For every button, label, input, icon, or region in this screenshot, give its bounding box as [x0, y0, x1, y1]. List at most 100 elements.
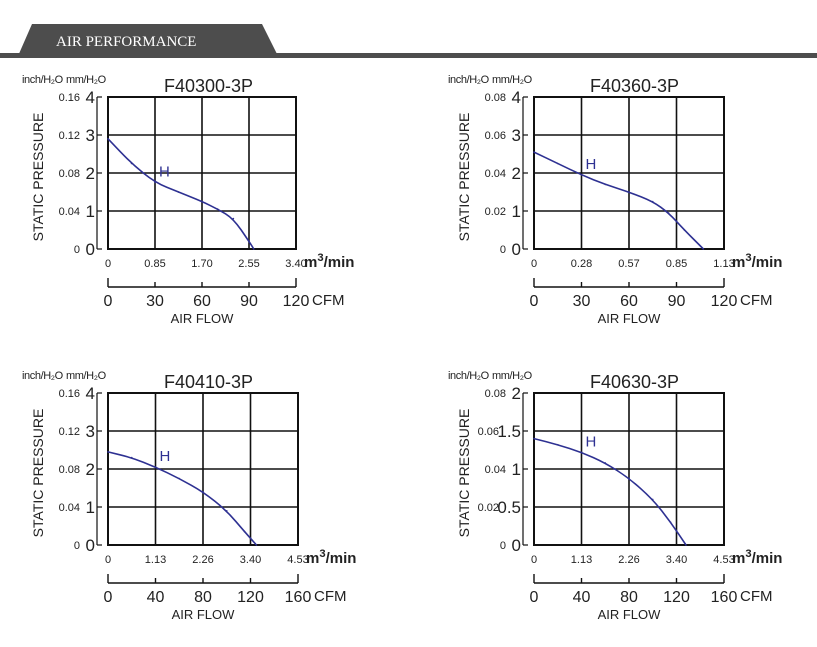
data-point — [178, 477, 181, 480]
y-tick-label-mm: 0.5 — [497, 498, 521, 517]
x-unit-cfm: CFM — [740, 588, 773, 605]
header-band — [0, 53, 817, 58]
x-tick-label-m3: 1.70 — [191, 258, 212, 270]
y-unit-mm: mm/H₂O — [492, 74, 533, 86]
x-unit-cfm: CFM — [740, 292, 773, 309]
y-tick-label-mm: 2 — [86, 460, 95, 479]
y-tick-label-mm: 3 — [86, 422, 95, 441]
y-tick-label-inch: 0.12 — [59, 130, 80, 142]
cfm-tick-label: 60 — [620, 293, 638, 310]
y-unit-inch: inch/H₂O — [22, 370, 64, 382]
y-tick-label-mm: 0 — [86, 240, 95, 259]
x-tick-label-m3: 0.28 — [571, 258, 592, 270]
y-unit-inch: inch/H₂O — [22, 74, 64, 86]
cfm-tick-label: 40 — [573, 589, 591, 606]
data-point — [604, 183, 607, 186]
data-point — [685, 544, 687, 546]
data-point — [248, 240, 250, 243]
y-tick-label-inch: 0.08 — [485, 92, 506, 104]
y-tick-label-inch: 0.02 — [485, 206, 506, 218]
y-unit-inch: inch/H₂O — [448, 74, 490, 86]
chart-title: F40360-3P — [590, 76, 679, 96]
y-tick-label-inch: 0 — [74, 540, 80, 552]
cfm-tick-label: 120 — [663, 589, 690, 606]
data-point — [604, 462, 607, 464]
y-tick-label-mm: 4 — [86, 384, 95, 403]
data-point — [628, 191, 630, 193]
x-tick-label-m3: 4.53 — [287, 554, 308, 566]
y-unit-inch: inch/H₂O — [448, 370, 490, 382]
y-tick-label-mm: 1 — [512, 202, 521, 221]
x-tick-label-m3: 1.13 — [713, 258, 734, 270]
cfm-tick-label: 0 — [530, 293, 539, 310]
data-point — [154, 466, 157, 468]
data-point — [202, 491, 204, 493]
data-point — [252, 248, 255, 250]
y-tick-label-mm: 1.5 — [497, 422, 521, 441]
y-tick-label-mm: 1 — [86, 202, 95, 221]
y-tick-label-inch: 0.08 — [59, 168, 80, 180]
series-line-H — [533, 151, 704, 250]
x-tick-label-m3: 2.55 — [238, 258, 259, 270]
data-point — [580, 451, 583, 454]
x-tick-label-m3: 2.26 — [192, 554, 213, 566]
x-tick-label-m3: 1.13 — [571, 554, 592, 566]
x-tick-label-m3: 3.40 — [240, 554, 261, 566]
y-tick-label-inch: 0.02 — [478, 502, 499, 514]
data-point — [667, 212, 670, 214]
x-unit-m3: m3/min — [306, 548, 356, 567]
y-tick-label-inch: 0.04 — [485, 464, 506, 476]
data-point — [107, 451, 109, 453]
data-point — [107, 138, 109, 140]
data-point — [130, 162, 133, 165]
cfm-tick-label: 0 — [104, 589, 113, 606]
x-tick-label-m3: 0.85 — [144, 258, 165, 270]
x-unit-m3: m3/min — [732, 252, 782, 271]
data-point — [232, 217, 235, 220]
y-tick-label-inch: 0.06 — [478, 426, 499, 438]
x-unit-cfm: CFM — [312, 292, 345, 309]
y-tick-label-inch: 0.04 — [59, 206, 80, 218]
y-tick-label-mm: 2 — [512, 164, 521, 183]
cfm-tick-label: 0 — [104, 293, 113, 310]
y-tick-label-inch: 0.08 — [59, 464, 80, 476]
x-tick-label-m3: 0.57 — [618, 258, 639, 270]
data-point — [702, 248, 705, 250]
cfm-tick-label: 30 — [573, 293, 591, 310]
x-axis-title: AIR FLOW — [171, 311, 235, 326]
y-tick-label-mm: 2 — [86, 164, 95, 183]
y-tick-label-mm: 1 — [512, 460, 521, 479]
cfm-tick-label: 30 — [146, 293, 164, 310]
data-point — [216, 208, 219, 210]
y-axis-title: STATIC PRESSURE — [30, 409, 46, 538]
data-point — [580, 174, 583, 176]
header-tab — [18, 24, 278, 56]
y-unit-mm: mm/H₂O — [66, 370, 107, 382]
cfm-tick-label: 80 — [620, 589, 638, 606]
cfm-tick-label: 40 — [147, 589, 165, 606]
y-axis-title: STATIC PRESSURE — [456, 113, 472, 242]
x-axis-title: AIR FLOW — [598, 311, 662, 326]
data-point — [243, 530, 246, 533]
y-tick-label-mm: 1 — [86, 498, 95, 517]
y-tick-label-inch: 0 — [74, 244, 80, 256]
header-title: AIR PERFORMANCE — [56, 34, 196, 50]
y-tick-label-mm: 4 — [86, 88, 95, 107]
data-point — [556, 443, 559, 446]
cfm-tick-label: 160 — [711, 589, 738, 606]
data-point — [556, 162, 559, 165]
y-axis-title: STATIC PRESSURE — [30, 113, 46, 242]
y-axis-title: STATIC PRESSURE — [456, 409, 472, 538]
y-tick-label-mm: 0 — [86, 536, 95, 555]
series-label: H — [160, 448, 171, 465]
cfm-tick-label: 80 — [194, 589, 212, 606]
data-point — [225, 510, 228, 512]
series-label: H — [586, 433, 597, 450]
cfm-tick-label: 90 — [668, 293, 686, 310]
y-tick-label-mm: 0 — [512, 240, 521, 259]
y-tick-label-inch: 0.06 — [485, 130, 506, 142]
data-point — [533, 437, 535, 440]
